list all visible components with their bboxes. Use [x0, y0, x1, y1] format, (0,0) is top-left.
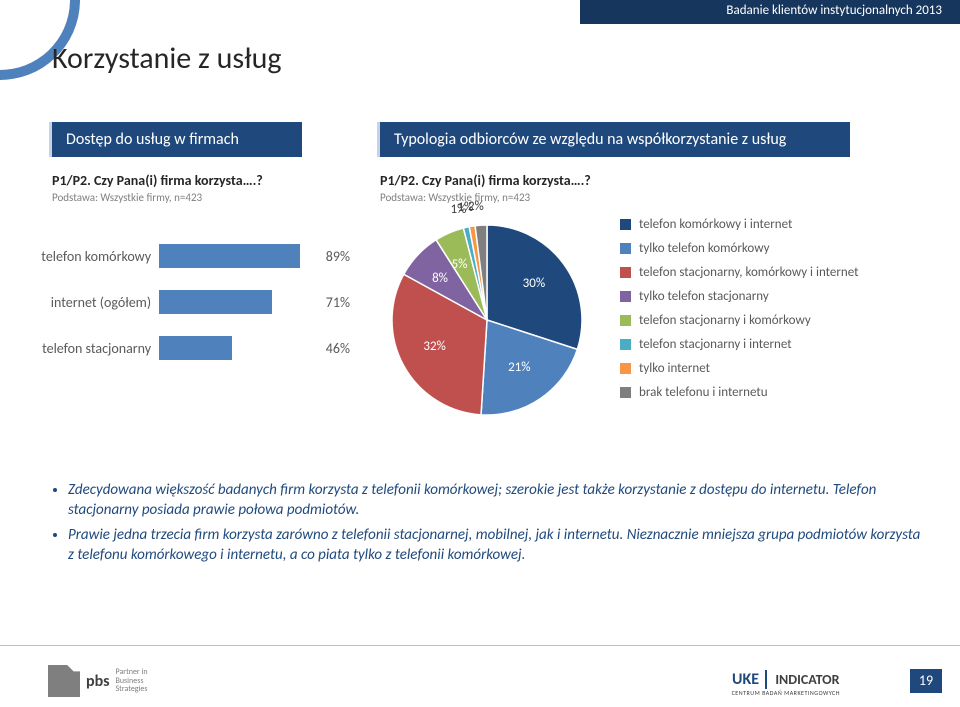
legend-label: tylko telefon komórkowy [639, 241, 769, 256]
pie-legend: telefon komórkowy i internet tylko telefo… [620, 208, 858, 409]
legend-label: tylko internet [639, 361, 710, 376]
legend-label: telefon stacjonarny i komórkowy [639, 313, 811, 328]
question-left: P1/P2. Czy Pana(i) firma korzysta….? Pod… [52, 172, 263, 204]
legend-row: telefon stacjonarny i internet [620, 337, 858, 352]
bar-value: 89% [326, 248, 350, 265]
bar-row: telefon stacjonarny 46% [40, 336, 350, 360]
question-right-text: P1/P2. Czy Pana(i) firma korzysta….? [380, 172, 591, 189]
logo-pbs: pbs Partner in Business Strategies [48, 665, 148, 697]
bar-label: telefon komórkowy [40, 248, 159, 265]
pie-chart [382, 215, 592, 425]
legend-swatch [620, 291, 631, 302]
legend-label: tylko telefon stacjonarny [639, 289, 769, 304]
legend-swatch [620, 363, 631, 374]
logo-pbs-sub: Partner in Business Strategies [115, 668, 147, 694]
legend-row: telefon komórkowy i internet [620, 217, 858, 232]
logo-indicator: UKE INDICATOR CENTRUM BADAŃ MARKETINGOWY… [732, 670, 840, 697]
legend-label: brak telefonu i internetu [639, 385, 768, 400]
legend-label: telefon stacjonarny i internet [639, 337, 792, 352]
note-item: Zdecydowana większość badanych firm korz… [68, 480, 922, 521]
footer: pbs Partner in Business Strategies UKE I… [0, 645, 960, 707]
logo-pbs-text: pbs [86, 672, 109, 691]
legend-label: telefon komórkowy i internet [639, 217, 792, 232]
subhead-right: Typologia odbiorców ze względu na współk… [380, 122, 850, 157]
bar-row: internet (ogółem) 71% [40, 290, 350, 314]
bar-label: telefon stacjonarny [40, 340, 159, 357]
page-number: 19 [910, 669, 942, 693]
bar-value: 71% [326, 294, 350, 311]
notes: Zdecydowana większość badanych firm korz… [52, 480, 922, 569]
logo-indicator-text: INDICATOR [775, 671, 839, 688]
subhead-left: Dostęp do usług w firmach [52, 122, 302, 157]
logo-indicator-tag: CENTRUM BADAŃ MARKETINGOWYCH [732, 689, 840, 697]
question-right: P1/P2. Czy Pana(i) firma korzysta….? Pod… [380, 172, 591, 204]
legend-row: tylko telefon komórkowy [620, 241, 858, 256]
legend-swatch [620, 267, 631, 278]
legend-row: telefon stacjonarny, komórkowy i interne… [620, 265, 858, 280]
legend-row: tylko telefon stacjonarny [620, 289, 858, 304]
question-left-note: Podstawa: Wszystkie firmy, n=423 [52, 191, 263, 204]
legend-row: tylko internet [620, 361, 858, 376]
pie-slice-label: 30% [523, 276, 545, 291]
legend-row: telefon stacjonarny i komórkowy [620, 313, 858, 328]
question-left-text: P1/P2. Czy Pana(i) firma korzysta….? [52, 172, 263, 189]
header-band: Badanie klientów instytucjonalnych 2013 [580, 0, 960, 24]
legend-swatch [620, 315, 631, 326]
pie-slice-label: 2% [468, 199, 484, 214]
legend-swatch [620, 339, 631, 350]
note-item: Prawie jedna trzecia firm korzysta zarów… [68, 525, 922, 566]
pie-slice-label: 5% [452, 257, 468, 272]
legend-swatch [620, 387, 631, 398]
legend-label: telefon stacjonarny, komórkowy i interne… [639, 265, 858, 280]
pie-slice-label: 32% [423, 339, 445, 354]
bar-label: internet (ogółem) [40, 294, 159, 311]
bar-value: 46% [326, 340, 350, 357]
pbs-mark-icon [48, 665, 80, 697]
legend-swatch [620, 219, 631, 230]
legend-row: brak telefonu i internetu [620, 385, 858, 400]
page-title: Korzystanie z usług [52, 40, 281, 77]
question-right-note: Podstawa: Wszystkie firmy, n=423 [380, 191, 591, 204]
pie-slice-label: 8% [432, 271, 448, 286]
logo-uke: UKE [732, 670, 767, 689]
pie-slice-label: 21% [508, 360, 530, 375]
bar-chart: telefon komórkowy 89% internet (ogółem) 71%… [40, 222, 350, 382]
bar-row: telefon komórkowy 89% [40, 244, 350, 268]
legend-swatch [620, 243, 631, 254]
